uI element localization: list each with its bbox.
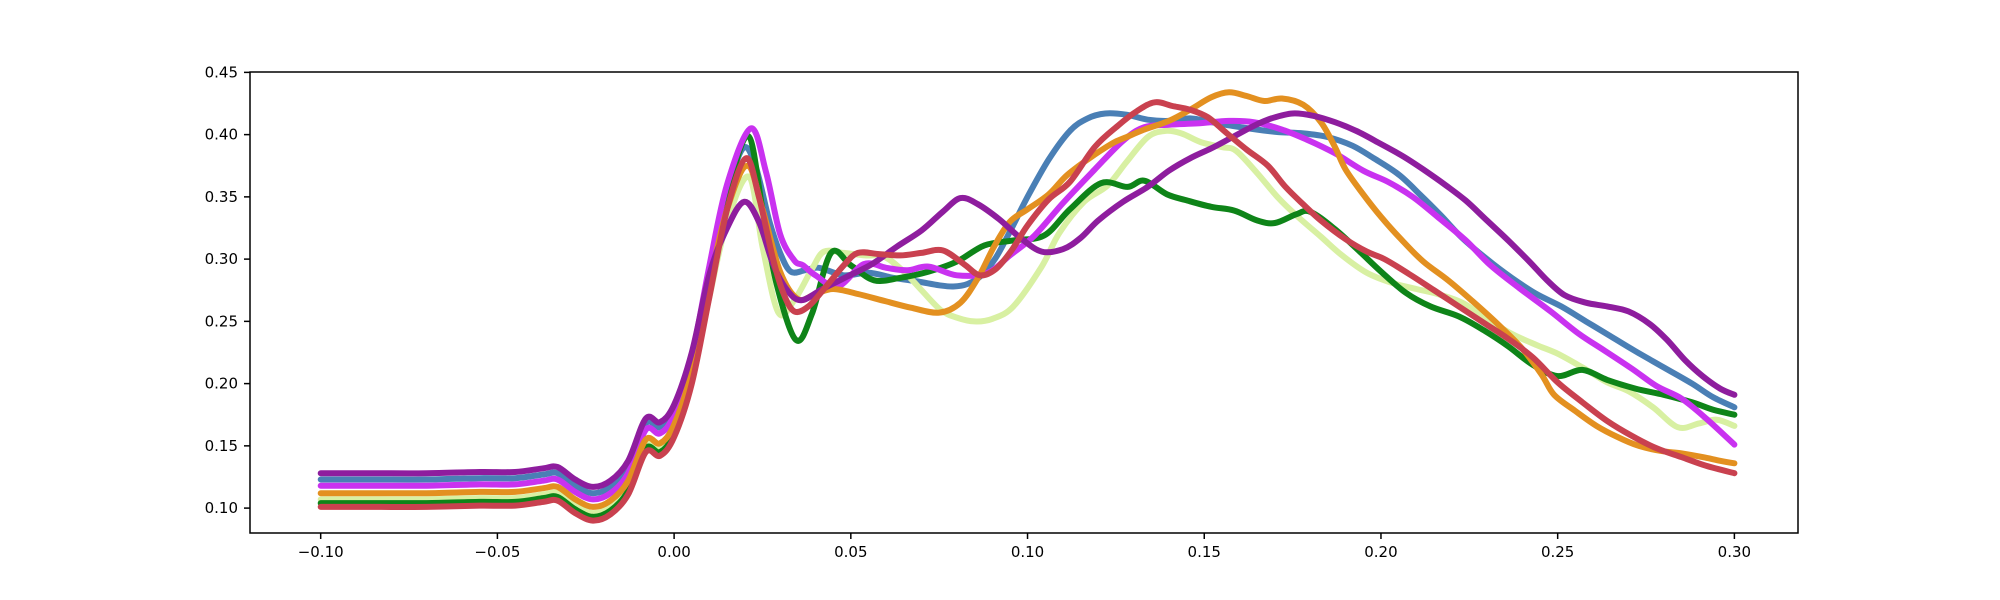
x-tick-label: 0.20 xyxy=(1364,543,1397,561)
x-tick-label: 0.10 xyxy=(1011,543,1044,561)
y-tick-label: 0.10 xyxy=(205,499,238,517)
y-tick-label: 0.15 xyxy=(205,437,238,455)
x-tick-label: 0.05 xyxy=(834,543,867,561)
series-line-purple xyxy=(317,110,1738,490)
series-line-magenta xyxy=(317,117,1738,503)
x-tick-label: −0.05 xyxy=(474,543,520,561)
plot-area xyxy=(250,72,1798,533)
x-axis-ticks: −0.10 −0.05 0.00 0.05 0.10 0.15 0.20 0.25 0.30 xyxy=(298,533,1751,561)
y-tick-label: 0.35 xyxy=(205,188,238,206)
y-tick-label: 0.45 xyxy=(205,63,238,81)
series-lines xyxy=(317,89,1738,524)
y-tick-label: 0.20 xyxy=(205,375,238,393)
y-tick-label: 0.30 xyxy=(205,250,238,268)
axes-spines xyxy=(249,71,1799,534)
x-tick-label: 0.25 xyxy=(1541,543,1574,561)
y-axis-ticks: 0.10 0.15 0.20 0.25 0.30 0.35 0.40 0.45 xyxy=(205,63,250,517)
x-tick-label: 0.30 xyxy=(1718,543,1751,561)
x-tick-label: −0.10 xyxy=(298,543,344,561)
y-tick-label: 0.25 xyxy=(205,312,238,330)
axes xyxy=(249,71,1799,534)
y-tick-label: 0.40 xyxy=(205,126,238,144)
x-tick-label: 0.15 xyxy=(1188,543,1221,561)
series-line-red xyxy=(317,99,1738,524)
x-tick-label: 0.00 xyxy=(657,543,690,561)
plot-background xyxy=(250,72,1798,533)
